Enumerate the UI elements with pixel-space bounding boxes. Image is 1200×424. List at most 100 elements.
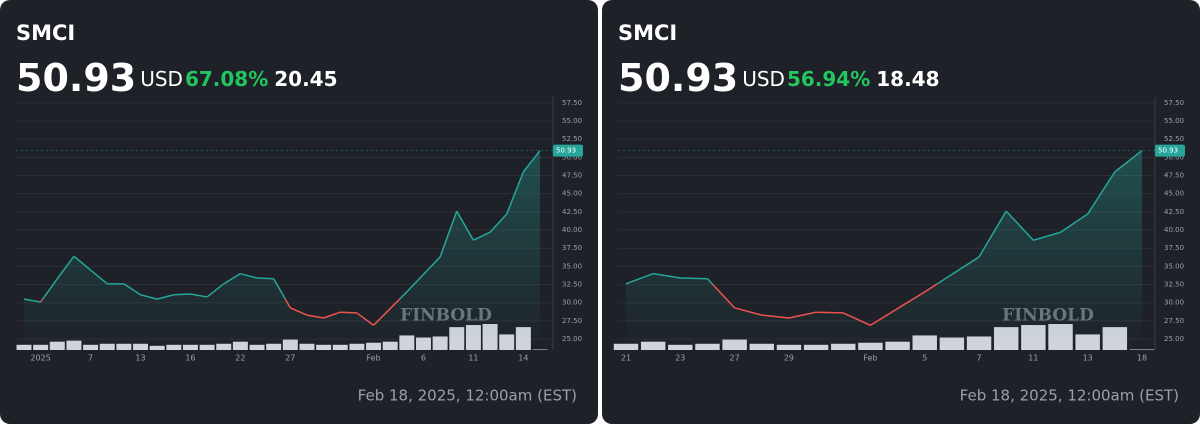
x-tick-label: 13	[1083, 354, 1093, 363]
x-tick-label: Feb	[863, 354, 877, 363]
price-line	[1005, 210, 1034, 241]
price-line	[40, 298, 44, 303]
price-area	[626, 150, 1142, 350]
price-line	[653, 272, 681, 279]
y-tick-label: 55.00	[562, 117, 582, 125]
price-line	[240, 272, 258, 279]
x-tick-label: 14	[518, 354, 528, 363]
price-line	[897, 291, 926, 310]
price-line	[290, 307, 308, 316]
price-line	[842, 312, 871, 326]
x-tick-label: 2025	[30, 354, 50, 363]
x-tick-label: 16	[185, 354, 195, 363]
price-line	[706, 278, 713, 285]
price-line	[816, 311, 844, 314]
price-line	[951, 256, 980, 276]
price-header: 50.93 USD 67.08% 20.45	[16, 56, 338, 100]
y-tick-label: 57.50	[1164, 99, 1184, 107]
currency: USD	[140, 67, 183, 91]
y-tick-label: 40.00	[562, 226, 582, 234]
x-tick-label: 27	[730, 354, 740, 363]
y-tick-label: 35.00	[1164, 262, 1184, 270]
price-line	[522, 150, 541, 173]
price-line	[42, 278, 58, 300]
y-tick-label: 32.50	[562, 281, 582, 289]
y-tick-label: 25.00	[562, 335, 582, 343]
price-line	[924, 283, 938, 293]
price-tag-label: 50.93	[556, 147, 576, 155]
price-line	[340, 311, 357, 314]
price-line	[489, 213, 508, 233]
y-tick-label: 30.00	[1164, 299, 1184, 307]
price-line	[56, 255, 75, 280]
y-tick-label: 42.50	[1164, 208, 1184, 216]
price-line	[422, 256, 441, 275]
price-line	[506, 171, 525, 215]
price-line	[788, 311, 817, 319]
x-tick-label: 22	[235, 354, 245, 363]
x-tick-label: 21	[621, 354, 631, 363]
price-line	[123, 283, 141, 296]
y-tick-label: 45.00	[1164, 190, 1184, 198]
price-line	[406, 273, 425, 293]
change-percent: 67.08%	[185, 67, 268, 91]
price-header: 50.93 USD 56.94% 18.48	[618, 56, 940, 100]
y-tick-label: 45.00	[562, 190, 582, 198]
price-line	[256, 277, 274, 280]
price-line	[273, 278, 286, 300]
price-line	[734, 307, 762, 316]
y-tick-label: 42.50	[562, 208, 582, 216]
price-line	[90, 269, 108, 285]
price-line	[936, 273, 953, 285]
price-line	[173, 293, 191, 296]
y-tick-label: 32.50	[1164, 281, 1184, 289]
x-tick-label: 7	[88, 354, 93, 363]
y-tick-label: 52.50	[562, 135, 582, 143]
price-line	[73, 255, 92, 271]
price-line	[439, 210, 458, 258]
y-tick-label: 25.00	[1164, 335, 1184, 343]
price-line	[206, 283, 225, 298]
y-tick-label: 47.50	[562, 172, 582, 180]
x-tick-label: 13	[135, 354, 145, 363]
price-line	[625, 272, 654, 285]
x-tick-label: 18	[1137, 354, 1147, 363]
x-tick-label: 29	[784, 354, 794, 363]
price-line	[399, 291, 408, 300]
x-tick-label: 27	[285, 354, 295, 363]
price: 50.93	[16, 56, 136, 100]
x-tick-label: 23	[675, 354, 685, 363]
x-tick-label: 7	[977, 354, 982, 363]
price-tag-label: 50.93	[1158, 147, 1178, 155]
price-line	[870, 307, 898, 326]
price-line	[373, 308, 391, 326]
x-tick-label: 11	[1028, 354, 1038, 363]
currency: USD	[742, 67, 785, 91]
change-percent: 56.94%	[787, 67, 870, 91]
y-tick-label: 47.50	[1164, 172, 1184, 180]
price-line	[389, 298, 401, 310]
price-line	[1114, 149, 1143, 173]
price-line	[1060, 213, 1089, 233]
y-tick-label: 37.50	[562, 244, 582, 252]
y-tick-label: 35.00	[562, 262, 582, 270]
date: Feb 18, 2025, 12:00am (EST)	[960, 387, 1179, 405]
price-line	[711, 283, 736, 309]
y-tick-label: 50.00	[562, 153, 582, 161]
price-tag	[553, 144, 583, 157]
price-line	[1033, 231, 1061, 241]
price-line	[761, 314, 790, 319]
price-line	[680, 277, 708, 280]
y-tick-label: 55.00	[1164, 117, 1184, 125]
price-line	[156, 294, 174, 300]
price-line	[223, 273, 241, 285]
x-tick-label: 6	[421, 354, 426, 363]
price-line	[978, 210, 1007, 258]
price-line	[23, 298, 41, 303]
y-tick-label: 52.50	[1164, 135, 1184, 143]
date: Feb 18, 2025, 12:00am (EST)	[358, 387, 577, 405]
y-tick-label: 57.50	[562, 99, 582, 107]
price-line	[140, 294, 158, 300]
